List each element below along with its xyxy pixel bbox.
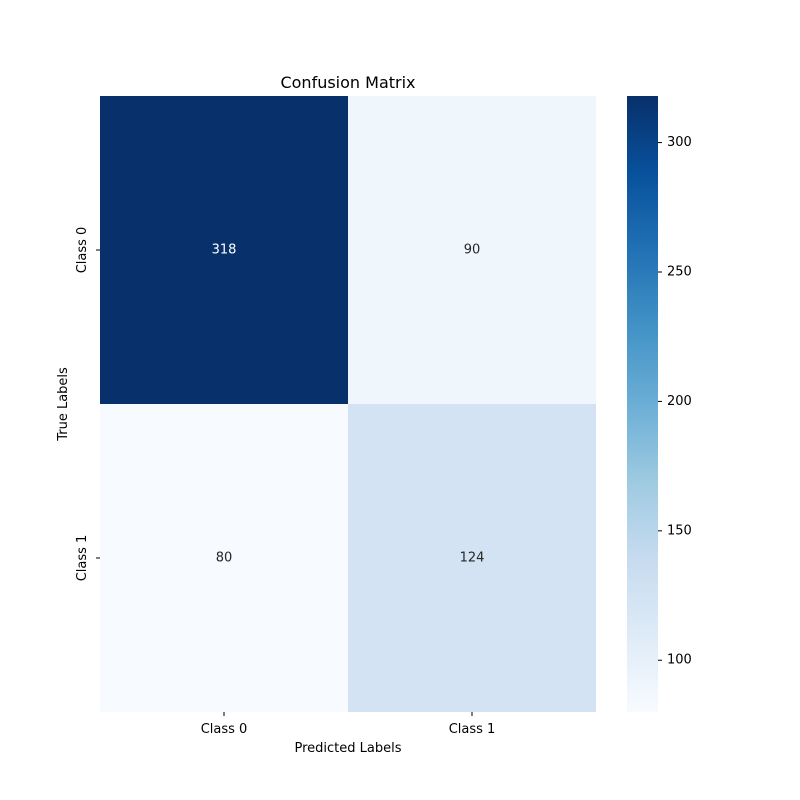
cell-value-label: 90 [464,243,481,258]
colorbar-tick-label: 200 [667,394,692,409]
colorbar: 100 150 200 250 300 [627,96,692,712]
y-axis-ticks: Class 0 Class 1 [75,227,100,582]
x-axis-ticks: Class 0 Class 1 [201,712,496,737]
colorbar-tick-label: 300 [667,135,692,150]
heatmap-cell [348,404,596,712]
y-tick-label: Class 0 [75,227,90,274]
colorbar-tick-label: 250 [667,265,692,280]
colorbar-ticks: 100 150 200 250 300 [658,135,692,668]
chart-title: Confusion Matrix [280,73,415,92]
y-axis-label: True Labels [56,367,71,442]
colorbar-tick-label: 150 [667,523,692,538]
y-tick-label: Class 1 [75,535,90,582]
x-tick-label: Class 0 [201,722,248,737]
cell-value-label: 124 [460,551,485,566]
heatmap-cell [100,404,348,712]
heatmap-cells [100,96,596,712]
colorbar-tick-label: 100 [667,653,692,668]
heatmap-cell [348,96,596,404]
heatmap-cell-labels: 318 90 80 124 [212,243,485,566]
heatmap-cell [100,96,348,404]
colorbar-gradient [627,96,658,712]
cell-value-label: 318 [212,243,237,258]
x-axis-label: Predicted Labels [294,741,401,756]
cell-value-label: 80 [216,551,233,566]
x-tick-label: Class 1 [449,722,496,737]
